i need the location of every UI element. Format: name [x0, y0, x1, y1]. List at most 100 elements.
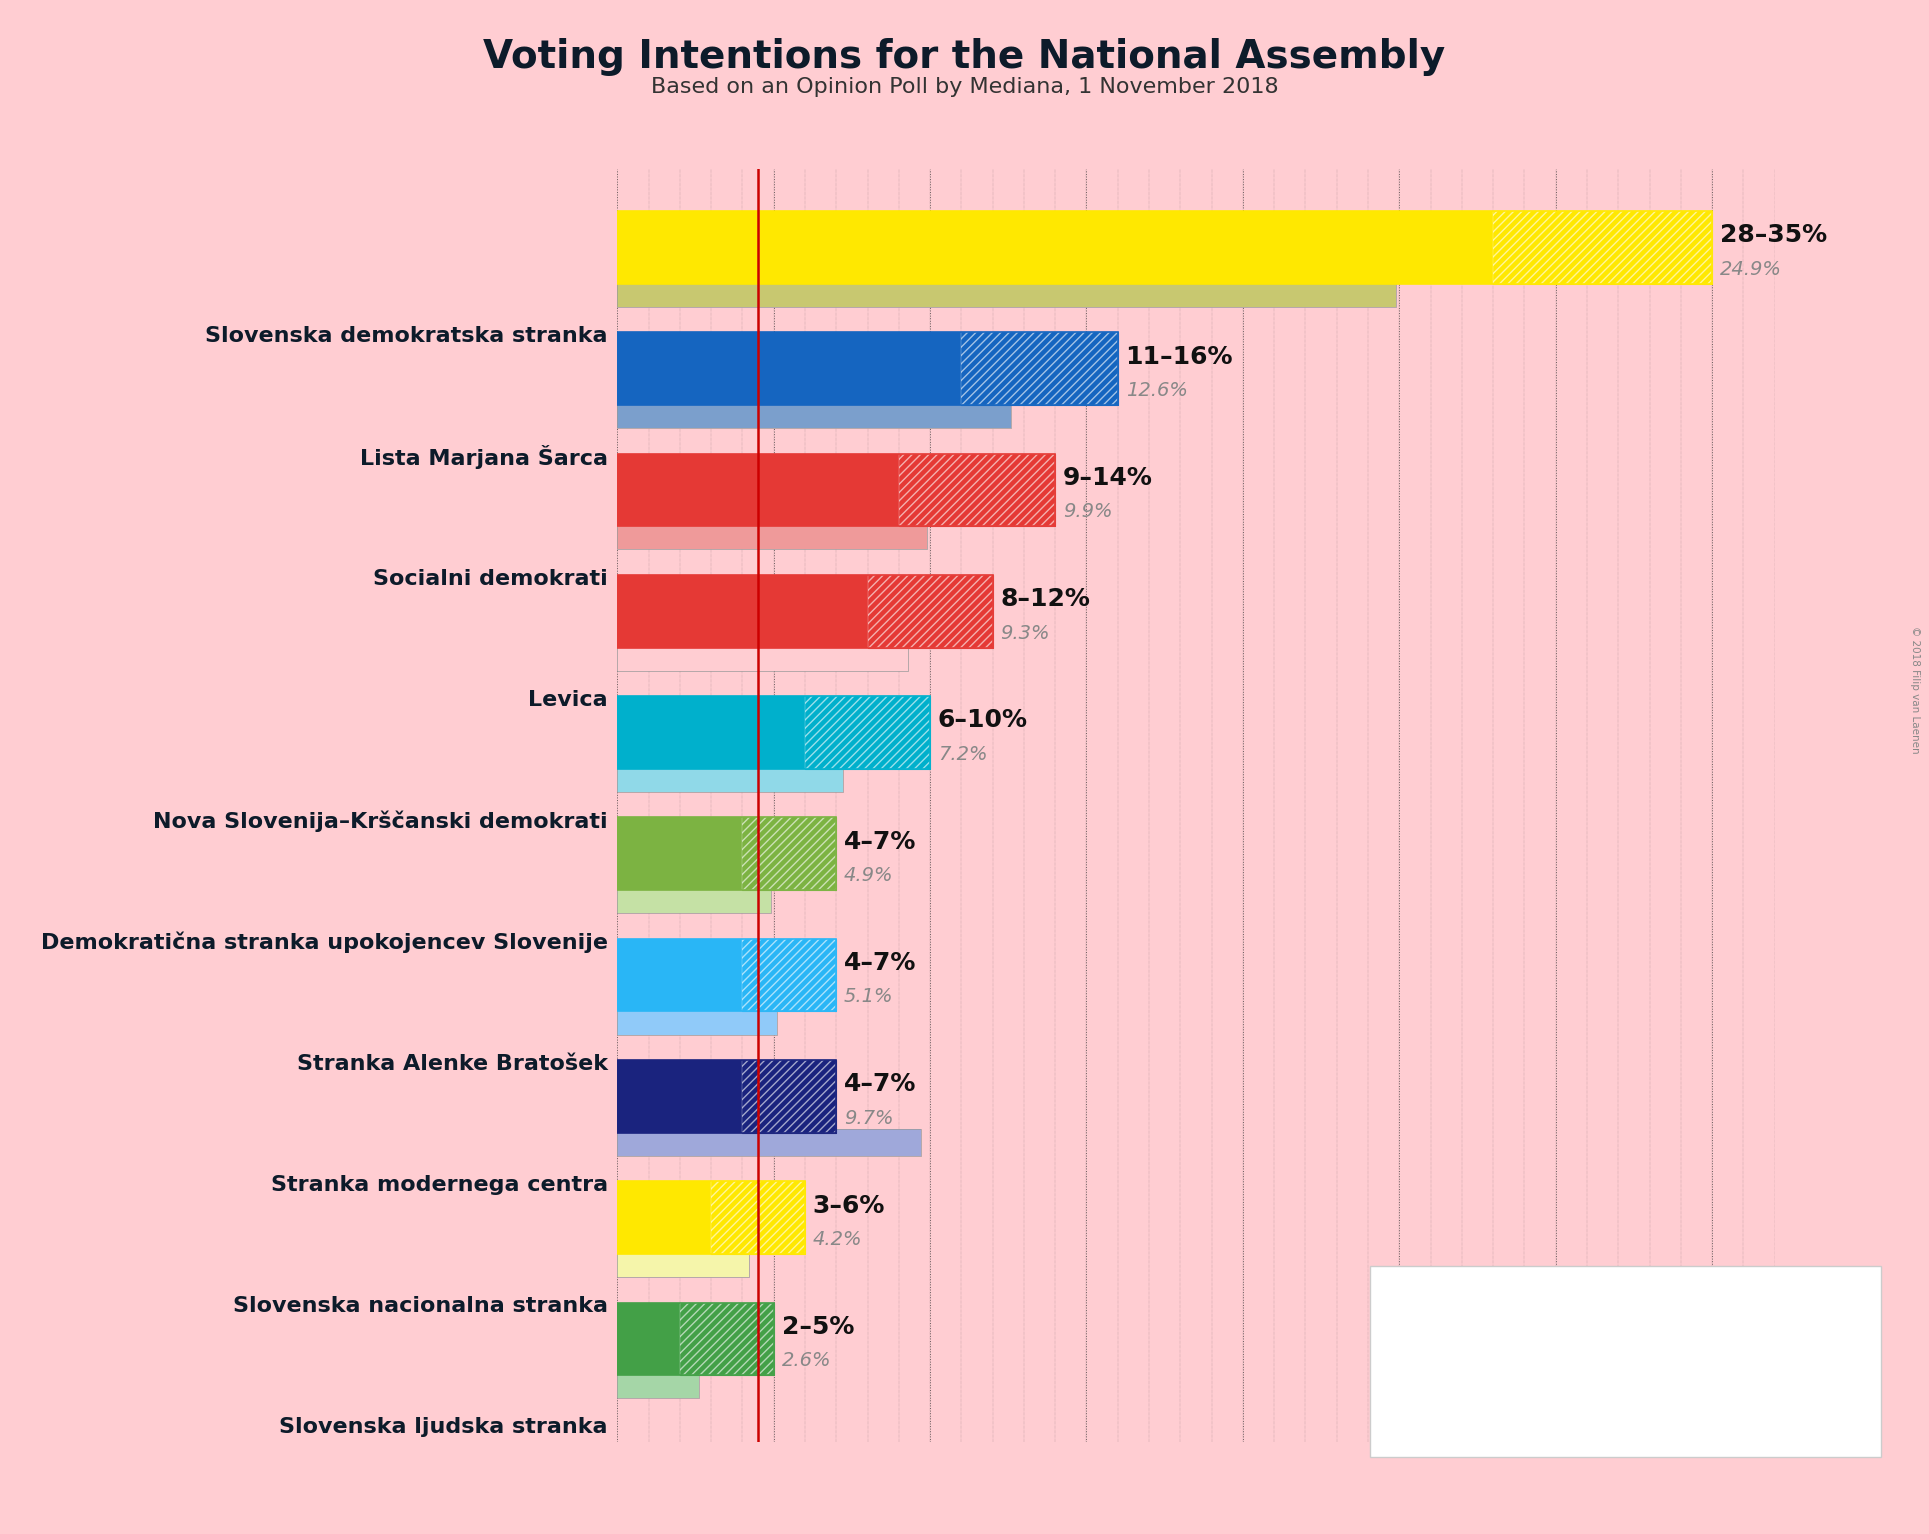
Bar: [1493, 212, 1713, 284]
Text: 6–10%: 6–10%: [937, 709, 1028, 732]
Text: 3–6%: 3–6%: [812, 1193, 885, 1218]
Text: Lista Marjana Šarca: Lista Marjana Šarca: [359, 445, 608, 469]
Bar: [868, 575, 993, 647]
Bar: [1624, 1384, 1852, 1425]
Bar: [743, 939, 837, 1011]
Bar: [899, 454, 1055, 526]
Bar: [617, 1181, 804, 1253]
Bar: [617, 887, 770, 913]
Bar: [617, 1008, 777, 1034]
Bar: [617, 818, 837, 890]
Text: 4.2%: 4.2%: [812, 1230, 862, 1249]
Bar: [1624, 1384, 1852, 1425]
Text: Last result: Last result: [1582, 1424, 1669, 1442]
Bar: [1399, 1384, 1624, 1425]
Bar: [617, 1060, 837, 1132]
Bar: [804, 696, 930, 769]
Bar: [679, 1302, 774, 1376]
Bar: [617, 402, 1011, 428]
Text: 2.6%: 2.6%: [781, 1351, 831, 1370]
Bar: [617, 281, 1397, 307]
Bar: [743, 818, 837, 890]
Bar: [961, 333, 1117, 405]
Bar: [617, 1250, 748, 1276]
Bar: [679, 1302, 774, 1376]
Text: Slovenska demokratska stranka: Slovenska demokratska stranka: [204, 327, 608, 347]
Bar: [743, 939, 837, 1011]
Text: 11–16%: 11–16%: [1127, 345, 1233, 368]
Bar: [617, 939, 837, 1011]
Bar: [617, 818, 837, 890]
Text: 5.1%: 5.1%: [845, 988, 893, 1006]
Text: 9.3%: 9.3%: [1001, 624, 1049, 643]
Bar: [617, 281, 1397, 307]
Bar: [617, 1060, 837, 1132]
Bar: [868, 575, 993, 647]
Bar: [617, 765, 843, 792]
Bar: [712, 1181, 804, 1253]
Text: Voting Intentions for the National Assembly: Voting Intentions for the National Assem…: [484, 38, 1445, 77]
Text: 8–12%: 8–12%: [1001, 588, 1090, 611]
Text: 28–35%: 28–35%: [1721, 224, 1827, 247]
Text: Demokratična stranka upokojencev Slovenije: Demokratična stranka upokojencev Sloveni…: [41, 931, 608, 953]
Bar: [617, 887, 770, 913]
Bar: [617, 1371, 698, 1399]
Bar: [617, 523, 928, 549]
Bar: [743, 1060, 837, 1132]
Text: 4–7%: 4–7%: [845, 830, 916, 854]
Text: 4–7%: 4–7%: [845, 951, 916, 976]
Bar: [617, 212, 1713, 284]
Bar: [617, 939, 837, 1011]
Bar: [617, 765, 843, 792]
Bar: [617, 454, 1055, 526]
Bar: [617, 696, 930, 769]
Bar: [961, 333, 1117, 405]
Bar: [868, 575, 993, 647]
Text: Levica: Levica: [529, 690, 608, 710]
Bar: [743, 818, 837, 890]
Text: 7.2%: 7.2%: [937, 746, 988, 764]
Text: 9.9%: 9.9%: [1063, 503, 1113, 522]
Bar: [1399, 1384, 1852, 1425]
Bar: [899, 454, 1055, 526]
Bar: [804, 696, 930, 769]
Text: Slovenska ljudska stranka: Slovenska ljudska stranka: [280, 1417, 608, 1437]
Bar: [617, 1129, 920, 1155]
Bar: [617, 1129, 920, 1155]
Bar: [743, 939, 837, 1011]
Bar: [617, 333, 1117, 405]
Text: 9.7%: 9.7%: [845, 1109, 893, 1127]
Text: 12.6%: 12.6%: [1127, 380, 1188, 400]
Bar: [712, 1181, 804, 1253]
Bar: [961, 333, 1117, 405]
Text: Stranka modernega centra: Stranka modernega centra: [270, 1175, 608, 1195]
Bar: [743, 1060, 837, 1132]
Text: 4.9%: 4.9%: [845, 867, 893, 885]
Text: Nova Slovenija–Krščanski demokrati: Nova Slovenija–Krščanski demokrati: [152, 810, 608, 831]
Text: © 2018 Filip van Laenen: © 2018 Filip van Laenen: [1910, 626, 1921, 755]
Bar: [617, 1302, 774, 1376]
Bar: [804, 696, 930, 769]
Bar: [617, 575, 993, 647]
Bar: [617, 644, 909, 670]
Text: 95% confidence interval
with median: 95% confidence interval with median: [1516, 1285, 1734, 1324]
Bar: [617, 523, 928, 549]
Bar: [617, 333, 1117, 405]
Bar: [617, 1181, 804, 1253]
Text: 24.9%: 24.9%: [1721, 259, 1782, 279]
Bar: [617, 212, 1713, 284]
Bar: [617, 1008, 777, 1034]
Bar: [617, 1302, 774, 1376]
Bar: [899, 454, 1055, 526]
Bar: [617, 644, 909, 670]
Bar: [743, 1060, 837, 1132]
Text: 9–14%: 9–14%: [1063, 466, 1154, 489]
Bar: [617, 696, 930, 769]
Text: 4–7%: 4–7%: [845, 1072, 916, 1097]
Bar: [1493, 212, 1713, 284]
Bar: [743, 818, 837, 890]
Bar: [712, 1181, 804, 1253]
Bar: [617, 402, 1011, 428]
Text: Stranka Alenke Bratošek: Stranka Alenke Bratošek: [297, 1054, 608, 1074]
Bar: [617, 1250, 748, 1276]
